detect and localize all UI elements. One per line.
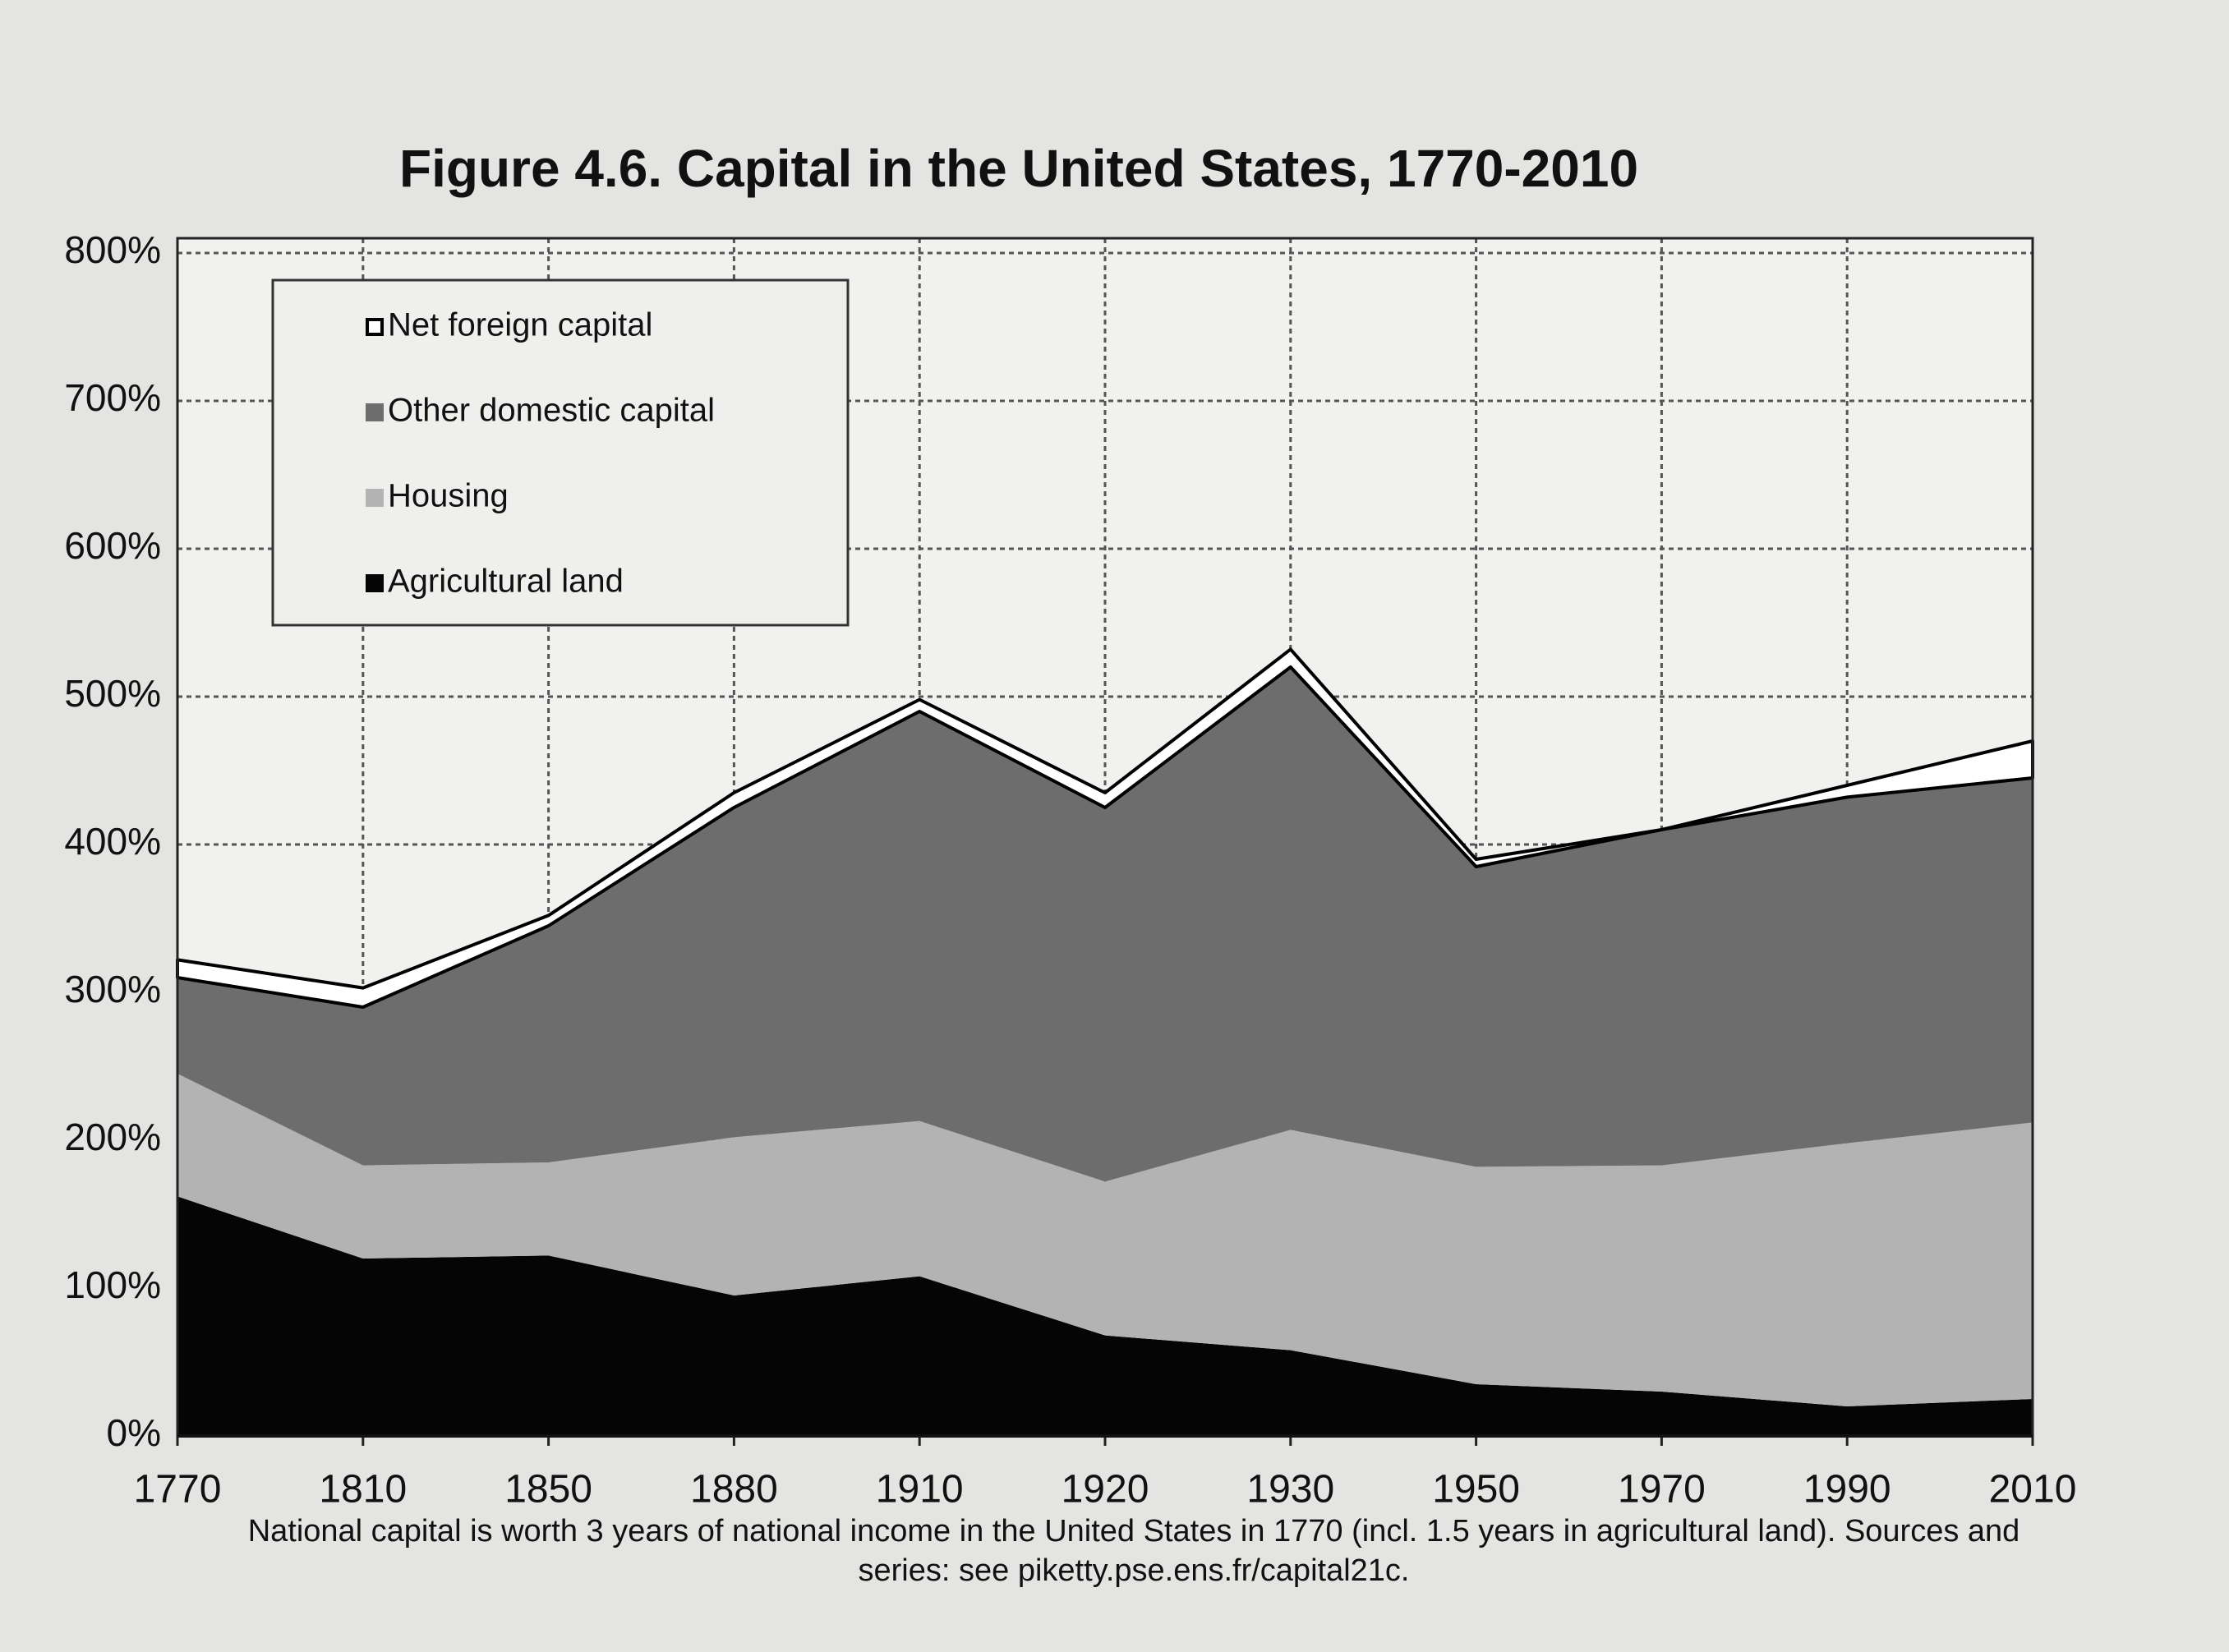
x-tick-label: 1930 xyxy=(1246,1468,1334,1512)
y-tick-label: 300% xyxy=(64,968,161,1010)
x-tick-label: 1770 xyxy=(134,1468,222,1512)
y-tick-label: 600% xyxy=(64,524,161,567)
x-tick-label: 1990 xyxy=(1803,1468,1891,1512)
legend-label: Agricultural land xyxy=(388,564,624,600)
y-tick-label: 800% xyxy=(64,228,161,271)
y-tick-label: 700% xyxy=(64,376,161,419)
x-tick-label: 1880 xyxy=(690,1468,778,1512)
legend-swatch xyxy=(366,489,384,507)
y-tick-label: 200% xyxy=(64,1116,161,1158)
legend-swatch xyxy=(366,574,384,592)
x-tick-label: 1910 xyxy=(876,1468,964,1512)
y-tick-label: 400% xyxy=(64,820,161,863)
y-tick-label: 0% xyxy=(107,1411,161,1454)
y-tick-label: 500% xyxy=(64,672,161,715)
x-tick-label: 1810 xyxy=(319,1468,407,1512)
area xyxy=(177,1196,2033,1436)
note-box: National capital is worth 3 years of nat… xyxy=(247,1514,2020,1588)
x-tick-label: 1850 xyxy=(504,1468,592,1512)
y-tick-label: 100% xyxy=(64,1263,161,1306)
legend-swatch xyxy=(366,318,384,336)
x-tick-label: 1920 xyxy=(1062,1468,1149,1512)
x-tick-label: 2010 xyxy=(1989,1468,2077,1512)
chart-note: National capital is worth 3 years of nat… xyxy=(247,1514,2020,1588)
area xyxy=(177,667,2033,1182)
x-tick-label: 1970 xyxy=(1618,1468,1706,1512)
legend-swatch xyxy=(366,403,384,421)
x-tick-label: 1950 xyxy=(1432,1468,1520,1512)
chart-title: Figure 4.6. Capital in the United States… xyxy=(399,139,1638,198)
legend-label: Housing xyxy=(388,478,509,514)
area xyxy=(177,1074,2033,1406)
legend-box xyxy=(271,278,850,627)
legend-label: Other domestic capital xyxy=(388,393,715,429)
legend-label: Net foreign capital xyxy=(388,307,652,343)
